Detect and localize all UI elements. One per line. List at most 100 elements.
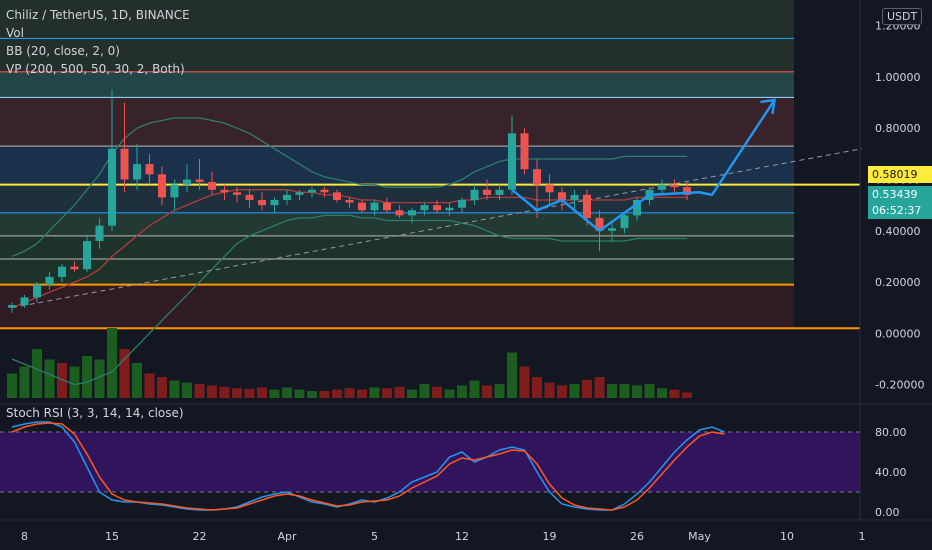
volume-bar <box>419 384 430 398</box>
time-tick-label: 19 <box>543 530 557 543</box>
candle-body <box>445 207 454 211</box>
candle-body <box>245 194 254 200</box>
time-tick-label: 22 <box>193 530 207 543</box>
bb-legend[interactable]: BB (20, close, 2, 0) <box>6 44 120 58</box>
vp-band <box>0 235 794 259</box>
time-tick-label: 5 <box>371 530 378 543</box>
time-tick-label: 15 <box>105 530 119 543</box>
volume-bar <box>682 392 692 398</box>
vp-band <box>0 38 794 72</box>
currency-badge[interactable]: USDT <box>882 8 923 25</box>
volume-bar <box>519 366 530 398</box>
candle-body <box>158 174 166 198</box>
time-tick-label: 1 <box>859 530 866 543</box>
volume-bar <box>169 380 180 398</box>
candle-body <box>395 210 404 216</box>
rsi-legend[interactable]: Stoch RSI (3, 3, 14, 14, close) <box>6 406 184 420</box>
price-axis: 1.200001.000000.800000.600000.400000.200… <box>859 0 924 520</box>
symbol-legend[interactable]: Chiliz / TetherUS, 1D, BINANCE <box>6 8 190 22</box>
volume-bar <box>544 382 555 398</box>
candle-body <box>558 192 566 200</box>
candle-body <box>670 184 679 188</box>
volume-bar <box>607 384 617 398</box>
rsi-tick-label: 0.00 <box>875 506 900 519</box>
projection-arrowhead <box>760 98 776 115</box>
time-tick-label: 26 <box>630 530 644 543</box>
volume-bar <box>507 352 517 398</box>
candles <box>8 89 691 313</box>
volume-bar <box>207 385 217 398</box>
volume-bar <box>119 349 130 398</box>
vp-band <box>0 97 794 147</box>
volume-bar <box>44 359 55 398</box>
candle-body <box>408 210 416 216</box>
dashed-trendline <box>11 148 863 309</box>
vp-band <box>0 71 794 98</box>
candle-body <box>470 189 479 200</box>
vp-band <box>0 258 794 285</box>
volume-bar <box>282 387 292 398</box>
volume-bar <box>132 363 142 398</box>
candle-body <box>308 189 316 193</box>
vp-legend[interactable]: VP (200, 500, 50, 30, 2, Both) <box>6 62 185 76</box>
volume-bar <box>444 389 455 398</box>
time-tick-label: Apr <box>277 530 297 543</box>
vp-band <box>0 284 794 329</box>
volume-bar <box>619 384 630 398</box>
price-tick-label: 0.20000 <box>875 276 921 289</box>
volume-bar <box>57 363 67 398</box>
volume-bar <box>382 388 392 398</box>
candle-body <box>458 200 466 208</box>
candle-body <box>383 202 391 211</box>
candle-body <box>283 194 291 200</box>
volume-bar <box>19 366 30 398</box>
candle-body <box>620 215 629 229</box>
candle-body <box>658 184 666 190</box>
volume-bar <box>432 386 442 398</box>
volume-bar <box>182 382 192 398</box>
vp-band <box>0 146 794 185</box>
candle-body <box>133 164 141 180</box>
time-axis: 8 15 22 Apr 5 12 19 26 May 10 1 <box>0 519 932 543</box>
volume-bar <box>307 391 317 398</box>
candle-body <box>120 148 129 180</box>
volume-bar <box>244 388 255 398</box>
volume-bar <box>357 389 367 398</box>
price-tick-label: 0.40000 <box>875 225 921 238</box>
candle-body <box>170 184 179 198</box>
candle-body <box>595 217 604 231</box>
candle-body <box>233 192 241 195</box>
volume-bar <box>457 385 467 398</box>
candle-body <box>633 200 641 216</box>
projection-path <box>511 99 776 233</box>
volume-bar <box>232 388 242 398</box>
candle-body <box>420 205 429 211</box>
candle-body <box>83 241 91 270</box>
price-tick-label: 1.00000 <box>875 71 921 84</box>
vol-legend[interactable]: Vol <box>6 26 24 40</box>
candle-body <box>270 200 279 206</box>
candle-body <box>570 194 579 200</box>
rsi-tick-label: 40.00 <box>875 466 907 479</box>
volume-bar <box>294 389 305 398</box>
volume-bar <box>157 377 167 398</box>
volume-bar <box>569 384 580 398</box>
volume-bar <box>319 391 330 398</box>
volume-bar <box>344 388 355 398</box>
time-tick-label: 12 <box>455 530 469 543</box>
candle-body <box>333 192 341 200</box>
vp-band <box>0 0 794 39</box>
volume-bar <box>582 379 592 398</box>
volume-bar <box>144 373 155 398</box>
rsi-band <box>0 432 860 492</box>
candle-body <box>683 187 691 195</box>
volume-bar <box>69 366 80 398</box>
volume-bar <box>657 388 667 398</box>
candle-body <box>183 179 191 185</box>
candle-body <box>195 179 204 183</box>
volume-bar <box>82 356 92 398</box>
candle-body <box>495 189 504 195</box>
volume-bars <box>7 328 692 398</box>
volume-bar <box>532 377 542 398</box>
